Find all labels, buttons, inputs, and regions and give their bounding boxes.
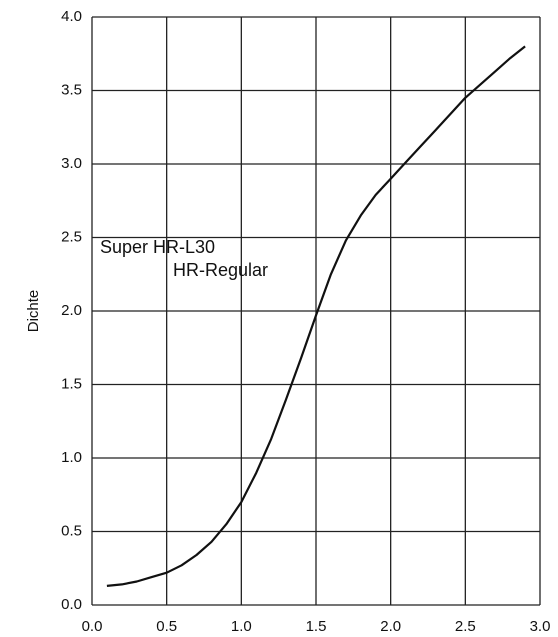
x-tick-label: 1.0 xyxy=(231,618,252,635)
y-tick-label: 2.5 xyxy=(61,228,82,245)
y-tick-label: 0.5 xyxy=(61,522,82,539)
line-series xyxy=(106,45,526,587)
x-tick-label: 2.5 xyxy=(455,618,476,635)
y-tick-label: 3.5 xyxy=(61,81,82,98)
x-tick-label: 3.0 xyxy=(530,618,551,635)
x-tick-label: 0.0 xyxy=(82,618,103,635)
x-tick-label: 0.5 xyxy=(156,618,177,635)
y-tick-label: 3.0 xyxy=(61,155,82,172)
x-tick-label: 1.5 xyxy=(306,618,327,635)
y-tick-label: 1.0 xyxy=(61,449,82,466)
y-tick-label: 2.0 xyxy=(61,302,82,319)
x-tick-label: 2.0 xyxy=(380,618,401,635)
y-tick-label: 0.0 xyxy=(61,596,82,613)
y-axis-label: Dichte xyxy=(25,290,42,333)
annotation: HR-Regular xyxy=(173,260,268,280)
annotation: Super HR-L30 xyxy=(100,237,215,257)
y-tick-label: 4.0 xyxy=(61,8,82,25)
y-tick-label: 1.5 xyxy=(61,375,82,392)
